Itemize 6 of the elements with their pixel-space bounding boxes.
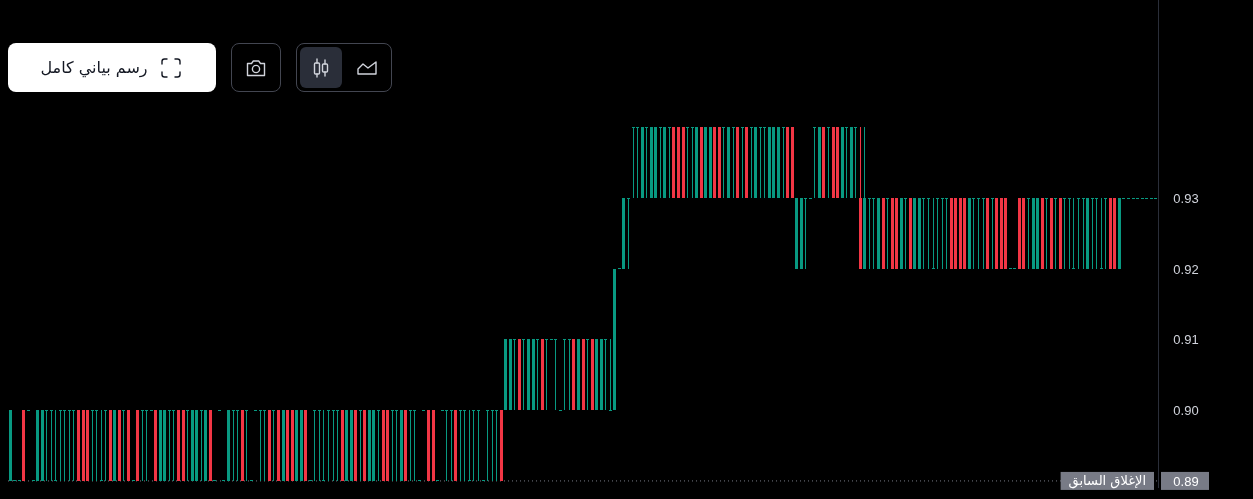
y-tick-label: 0.89 [1173,473,1199,489]
y-tick-label: 0.93 [1173,191,1199,207]
ref-line-label: الإغلاق السابق [1068,473,1146,490]
y-tick-label: 0.92 [1173,261,1199,277]
y-tick-label: 0.91 [1173,332,1199,348]
y-tick-label: 0.90 [1173,403,1199,419]
